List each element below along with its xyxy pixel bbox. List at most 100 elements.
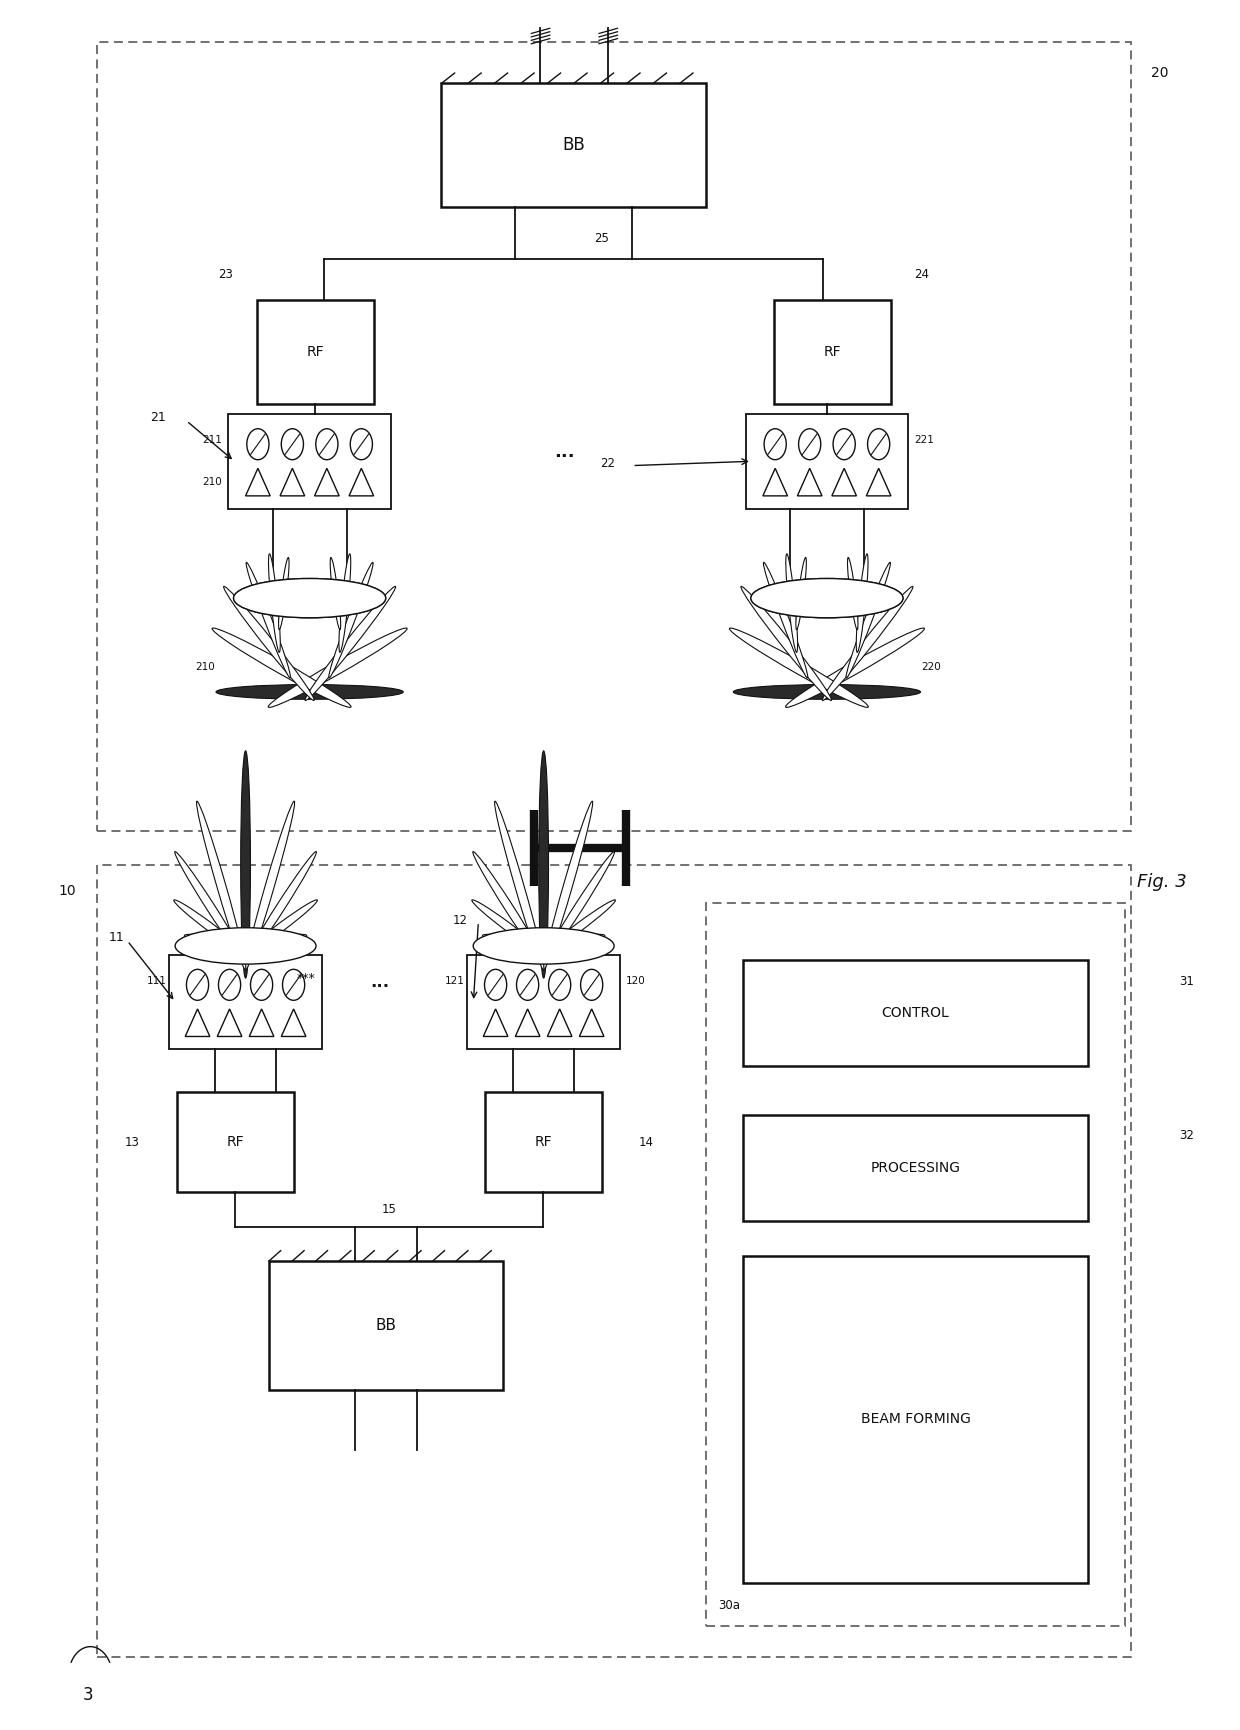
FancyBboxPatch shape [169, 955, 322, 1048]
Text: BB: BB [376, 1318, 397, 1334]
Ellipse shape [543, 851, 615, 962]
Circle shape [250, 969, 273, 1000]
Polygon shape [348, 469, 373, 497]
Ellipse shape [175, 851, 246, 962]
Text: 22: 22 [600, 457, 615, 471]
Polygon shape [280, 469, 305, 497]
Polygon shape [484, 1009, 508, 1036]
FancyBboxPatch shape [743, 1256, 1087, 1583]
Circle shape [485, 969, 507, 1000]
Ellipse shape [472, 851, 544, 962]
Ellipse shape [223, 586, 314, 701]
FancyBboxPatch shape [257, 301, 373, 403]
Ellipse shape [796, 557, 806, 630]
Polygon shape [249, 1009, 274, 1036]
Ellipse shape [174, 900, 246, 953]
Ellipse shape [498, 943, 543, 957]
FancyBboxPatch shape [743, 1114, 1087, 1221]
Circle shape [517, 969, 538, 1000]
Text: 111: 111 [146, 976, 166, 986]
FancyBboxPatch shape [269, 1261, 503, 1391]
Text: 210: 210 [195, 663, 215, 671]
Ellipse shape [305, 586, 396, 701]
FancyBboxPatch shape [228, 413, 391, 509]
Ellipse shape [543, 943, 589, 957]
Text: Fig. 3: Fig. 3 [1137, 874, 1187, 891]
Text: 12: 12 [453, 913, 467, 927]
Ellipse shape [185, 934, 246, 948]
Text: RF: RF [534, 1135, 552, 1149]
Text: RF: RF [823, 344, 841, 358]
Ellipse shape [495, 801, 544, 971]
Ellipse shape [339, 554, 351, 652]
Text: 121: 121 [445, 976, 465, 986]
Ellipse shape [751, 578, 903, 618]
Ellipse shape [268, 628, 407, 708]
Text: 15: 15 [382, 1202, 397, 1216]
Circle shape [281, 429, 304, 460]
Text: 24: 24 [914, 268, 929, 280]
FancyBboxPatch shape [774, 301, 892, 403]
Text: 10: 10 [58, 884, 76, 898]
Polygon shape [185, 1009, 210, 1036]
Polygon shape [832, 469, 857, 497]
Circle shape [868, 429, 890, 460]
Ellipse shape [246, 562, 290, 678]
Circle shape [283, 969, 305, 1000]
Text: BB: BB [563, 137, 585, 154]
Text: 23: 23 [218, 268, 233, 280]
Text: 20: 20 [1151, 66, 1168, 80]
Ellipse shape [751, 578, 903, 618]
FancyBboxPatch shape [441, 83, 707, 208]
Text: PROCESSING: PROCESSING [870, 1161, 961, 1175]
FancyBboxPatch shape [743, 960, 1087, 1066]
Circle shape [316, 429, 339, 460]
Text: 220: 220 [921, 663, 941, 671]
Polygon shape [579, 1009, 604, 1036]
Circle shape [833, 429, 856, 460]
Text: 14: 14 [639, 1135, 653, 1149]
Circle shape [548, 969, 570, 1000]
Ellipse shape [279, 557, 289, 630]
Ellipse shape [216, 685, 403, 699]
Ellipse shape [175, 927, 316, 964]
Polygon shape [217, 1009, 242, 1036]
Ellipse shape [538, 751, 548, 977]
Polygon shape [547, 1009, 572, 1036]
FancyBboxPatch shape [176, 1092, 294, 1192]
Text: BEAM FORMING: BEAM FORMING [861, 1412, 971, 1426]
Text: 21: 21 [150, 410, 166, 424]
Polygon shape [763, 469, 787, 497]
Ellipse shape [847, 557, 858, 630]
Circle shape [247, 429, 269, 460]
Text: 13: 13 [125, 1135, 140, 1149]
Text: 30a: 30a [718, 1599, 740, 1612]
Text: 31: 31 [1179, 974, 1194, 988]
Ellipse shape [269, 554, 280, 652]
Ellipse shape [742, 586, 832, 701]
Ellipse shape [201, 943, 246, 957]
Polygon shape [797, 469, 822, 497]
Ellipse shape [543, 900, 615, 953]
Polygon shape [246, 469, 270, 497]
FancyBboxPatch shape [745, 413, 908, 509]
Text: CONTROL: CONTROL [882, 1007, 950, 1021]
Circle shape [799, 429, 821, 460]
Ellipse shape [857, 554, 868, 652]
Polygon shape [315, 469, 340, 497]
Ellipse shape [246, 934, 306, 948]
Text: 3: 3 [83, 1685, 93, 1704]
Circle shape [186, 969, 208, 1000]
Text: 221: 221 [914, 436, 934, 445]
Ellipse shape [482, 934, 543, 948]
Ellipse shape [474, 927, 614, 964]
Ellipse shape [241, 751, 250, 977]
Text: ...: ... [371, 972, 389, 991]
Text: RF: RF [306, 344, 324, 358]
Text: ...: ... [554, 443, 575, 460]
Ellipse shape [472, 900, 543, 953]
Circle shape [350, 429, 372, 460]
Ellipse shape [246, 943, 290, 957]
Circle shape [218, 969, 241, 1000]
FancyBboxPatch shape [485, 1092, 601, 1192]
